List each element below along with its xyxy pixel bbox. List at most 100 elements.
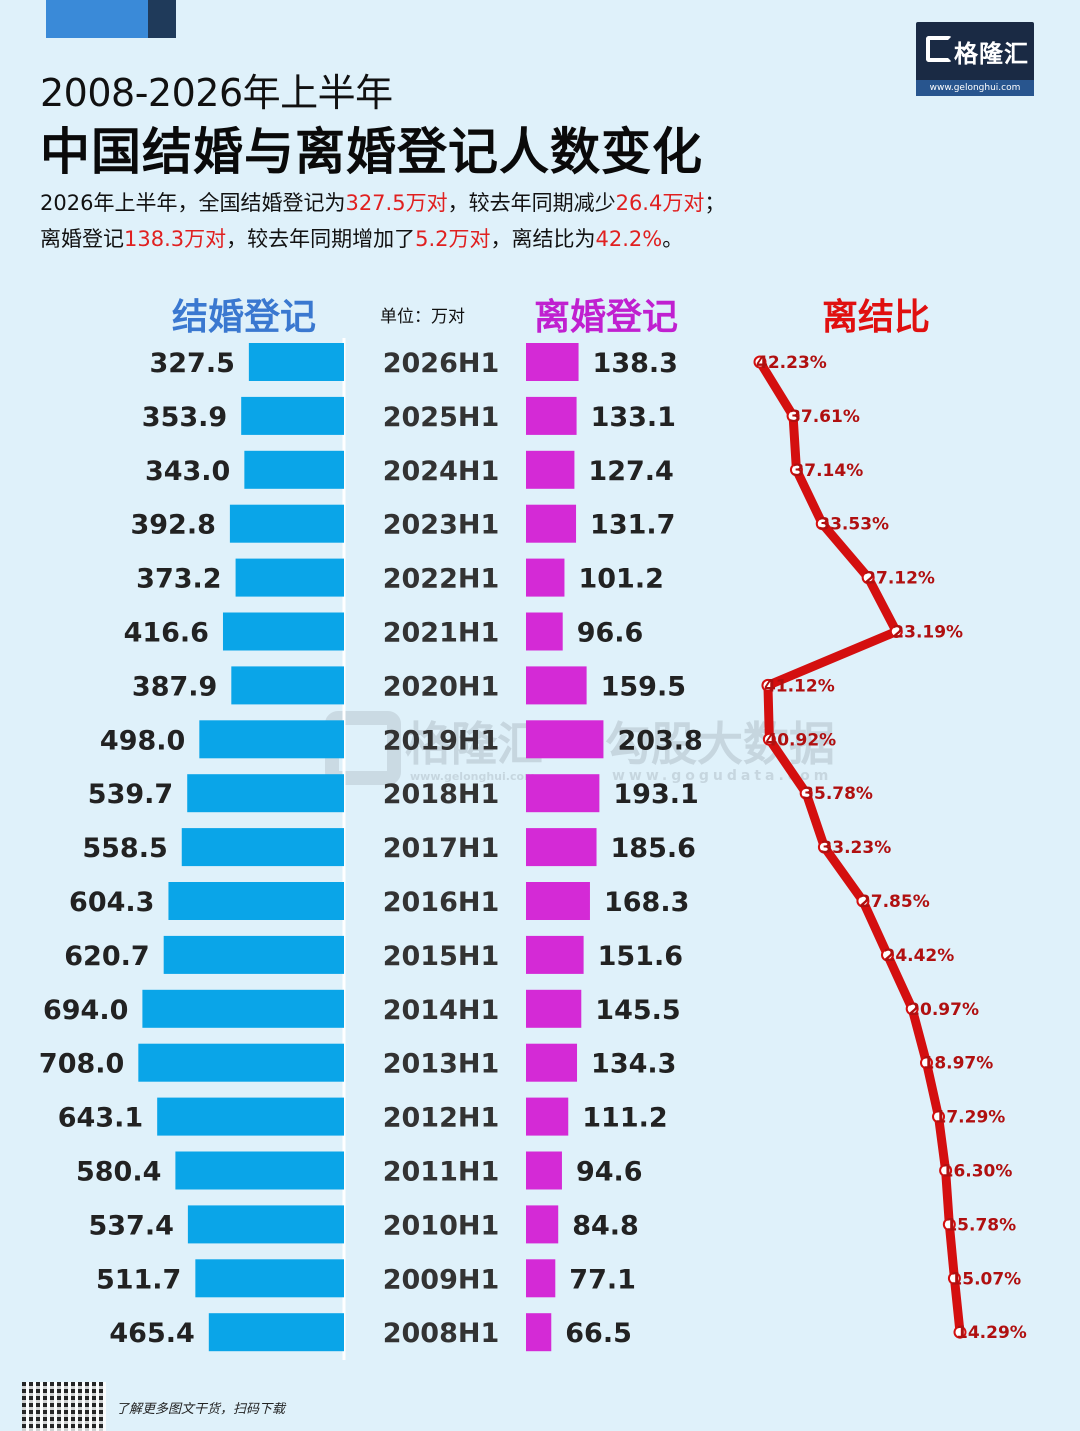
divorce-value-label: 193.1 [613,779,698,810]
ratio-point [932,1110,946,1124]
year-tick-label: 2017H1 [383,833,500,864]
footer-text: 了解更多图文干货，扫码下载 [116,1402,286,1417]
divorce-value-label: 131.7 [590,510,675,541]
marriage-value-label: 387.9 [132,671,217,702]
marriage-value-label: 416.6 [124,618,209,649]
year-tick-label: 2011H1 [383,1157,500,1188]
marriage-value-label: 643.1 [58,1103,143,1134]
watermark-right-name: 勾股大数据 [605,717,835,771]
marriage-bar [138,1043,344,1082]
marriage-value-label: 620.7 [64,941,149,972]
ratio-value-label: 40.92% [765,730,836,750]
unit-label: 单位：万对 [380,307,465,327]
summary-text: 2026年上半年，全国结婚登记为 [40,191,346,215]
summary-highlight: 138.3万对 [124,227,227,251]
marriage-value-label: 392.8 [130,510,215,541]
ratio-value-label: 14.29% [956,1323,1027,1343]
divorce-value-label: 84.8 [572,1210,639,1241]
ratio-point [942,1217,956,1231]
divorce-bar [526,1151,562,1190]
marriage-bar [231,666,344,705]
marriage-bar [168,882,344,920]
divorce-bar [526,450,575,489]
marriage-bar [229,504,344,543]
logo-g-icon [926,36,952,62]
page-title: 中国结婚与离婚登记人数变化 [40,123,703,181]
divorce-value-label: 145.5 [595,995,680,1026]
ratio-point [939,1164,953,1177]
marriage-value-label: 708.0 [39,1049,124,1080]
summary-text: 离婚登记 [40,227,124,251]
divorce-bar [526,1097,569,1136]
summary-text: ，较去年同期增加了 [226,227,416,251]
marriage-bar [142,989,344,1028]
marriage-bar [175,1151,344,1190]
watermark-left-name: 格隆汇 [405,717,543,771]
marriage-bar [244,450,344,489]
logo-name: 格隆汇 [954,40,1029,68]
ratio-point [815,517,829,531]
ratio-value-label: 17.29% [935,1108,1006,1128]
divorce-bar [526,882,590,920]
ratio-point [919,1056,933,1070]
marriage-value-label: 343.0 [145,456,230,487]
divorce-bar [526,504,577,543]
divorce-value-label: 185.6 [611,833,696,864]
marriage-bar [222,612,344,651]
summary-text: ，较去年同期减少 [447,191,616,215]
year-tick-label: 2022H1 [383,564,500,595]
divorce-bar [526,1043,578,1082]
marriage-column-heading: 结婚登记 [172,297,317,338]
year-tick-label: 2025H1 [383,402,500,433]
summary-text: ； [704,191,726,215]
marriage-bar [181,828,344,867]
divorce-value-label: 134.3 [591,1049,676,1080]
ratio-point [905,1002,919,1016]
marriage-value-label: 694.0 [43,995,128,1026]
marriage-value-label: 373.2 [136,564,221,595]
divorce-bar [526,774,600,813]
year-tick-label: 2016H1 [383,887,500,918]
marriage-value-label: 465.4 [109,1318,194,1349]
ratio-point [762,732,776,746]
divorce-bar [526,1259,556,1298]
watermark-right-url: www.gogudata.com [612,768,832,784]
marriage-value-label: 604.3 [69,887,154,918]
ratio-value-label: 27.85% [859,892,930,912]
top-accent-bar [46,0,148,38]
ratio-point [889,625,903,638]
ratio-point [861,571,875,585]
divorce-bar [526,828,597,867]
marriage-value-label: 558.5 [82,833,167,864]
ratio-point [817,840,831,854]
marriage-bar [235,558,344,597]
marriage-bar [208,1313,344,1352]
year-tick-label: 2009H1 [383,1264,500,1295]
marriage-value-label: 539.7 [88,779,173,810]
ratio-value-label: 24.42% [883,946,954,966]
qr-code-icon[interactable] [22,1382,106,1431]
ratio-point [753,355,767,369]
divorce-value-label: 96.6 [577,618,644,649]
marriage-bar [157,1097,344,1136]
divorce-value-label: 94.6 [576,1157,643,1188]
divorce-bar [526,666,587,705]
marriage-bar [195,1259,344,1298]
year-tick-label: 2012H1 [383,1103,500,1134]
divorce-bar [526,1313,552,1352]
summary-line-2: 离婚登记138.3万对，较去年同期增加了5.2万对，离结比为42.2%。 [40,223,683,253]
ratio-column-heading: 离结比 [822,297,931,338]
marriage-value-label: 537.4 [88,1210,173,1241]
divorce-value-label: 77.1 [569,1264,636,1295]
summary-text: ，离结比为 [490,227,596,251]
divorce-bar [526,396,577,435]
marriage-value-label: 353.9 [142,402,227,433]
page-subtitle: 2008-2026年上半年 [40,71,393,115]
divorce-value-label: 168.3 [604,887,689,918]
marriage-value-label: 511.7 [96,1264,181,1295]
ratio-point [789,463,803,477]
ratio-point [880,948,894,962]
year-tick-label: 2020H1 [383,671,500,702]
ratio-value-label: 33.23% [820,838,891,858]
year-tick-label: 2013H1 [383,1049,500,1080]
